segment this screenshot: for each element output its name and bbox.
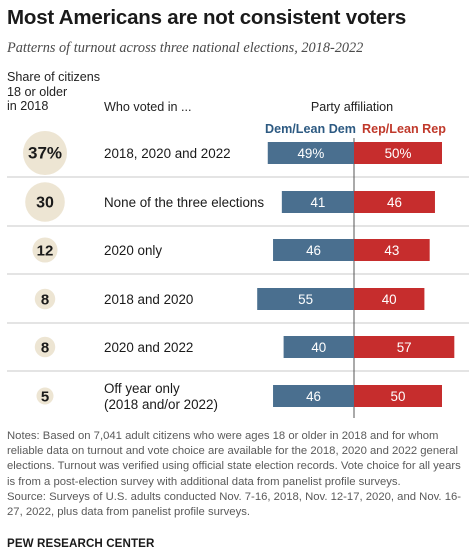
- rep-bar-label: 40: [382, 292, 397, 307]
- category-label: 2018 and 2020: [104, 292, 193, 307]
- dem-bar: [281, 191, 354, 213]
- rep-bar: [354, 385, 442, 407]
- dem-bar: [283, 336, 354, 358]
- dem-bar: [267, 142, 354, 164]
- share-bubble: [23, 131, 67, 175]
- who-voted-column-header: Who voted in ...: [104, 100, 192, 114]
- chart-source: Source: Surveys of U.S. adults conducted…: [7, 491, 462, 519]
- dem-bar: [273, 239, 354, 261]
- rep-bar: [354, 336, 455, 358]
- rep-bar-label: 46: [387, 195, 402, 210]
- rep-series-label: Rep/Lean Rep: [362, 122, 446, 136]
- category-label: (2018 and/or 2022): [104, 397, 218, 412]
- dem-bar-label: 46: [306, 243, 321, 258]
- rep-bar-label: 50: [391, 389, 406, 404]
- share-bubble: [34, 336, 56, 358]
- category-label: 2020 only: [104, 243, 162, 258]
- share-value: 37%: [28, 144, 62, 163]
- chart-title: Most Americans are not consistent voters: [7, 6, 407, 29]
- category-label: Off year only: [104, 381, 180, 396]
- dem-bar-label: 49%: [297, 146, 324, 161]
- rep-bar: [354, 288, 425, 310]
- dem-series-label: Dem/Lean Dem: [265, 122, 356, 136]
- pew-footer: PEW RESEARCH CENTER: [7, 537, 155, 550]
- share-bubble: [25, 182, 65, 222]
- rep-bar: [354, 142, 442, 164]
- share-bubble: [34, 288, 56, 310]
- chart-notes: Notes: Based on 7,041 adult citizens who…: [7, 430, 461, 488]
- share-value: 30: [36, 195, 54, 212]
- rep-bar: [354, 191, 435, 213]
- rep-bar-label: 43: [384, 243, 399, 258]
- category-label: None of the three elections: [104, 195, 264, 210]
- dem-bar: [257, 288, 354, 310]
- share-value: 5: [41, 389, 49, 406]
- share-column-header: Share of citizens 18 or older in 2018: [7, 70, 101, 113]
- share-value: 12: [37, 243, 54, 260]
- rep-bar-label: 57: [397, 340, 412, 355]
- share-value: 8: [41, 292, 49, 309]
- rep-bar-label: 50%: [385, 146, 412, 161]
- category-label: 2020 and 2022: [104, 340, 193, 355]
- share-bubble: [36, 387, 54, 405]
- party-affiliation-header: Party affiliation: [310, 100, 394, 114]
- share-bubble: [32, 237, 58, 263]
- dem-bar-label: 46: [306, 389, 321, 404]
- dem-bar-label: 40: [311, 340, 326, 355]
- rep-bar: [354, 239, 430, 261]
- dem-bar-label: 41: [310, 195, 325, 210]
- dem-bar-label: 55: [298, 292, 313, 307]
- chart-subtitle: Patterns of turnout across three nationa…: [7, 40, 364, 56]
- dem-bar: [273, 385, 354, 407]
- category-label: 2018, 2020 and 2022: [104, 146, 231, 161]
- share-value: 8: [41, 340, 49, 357]
